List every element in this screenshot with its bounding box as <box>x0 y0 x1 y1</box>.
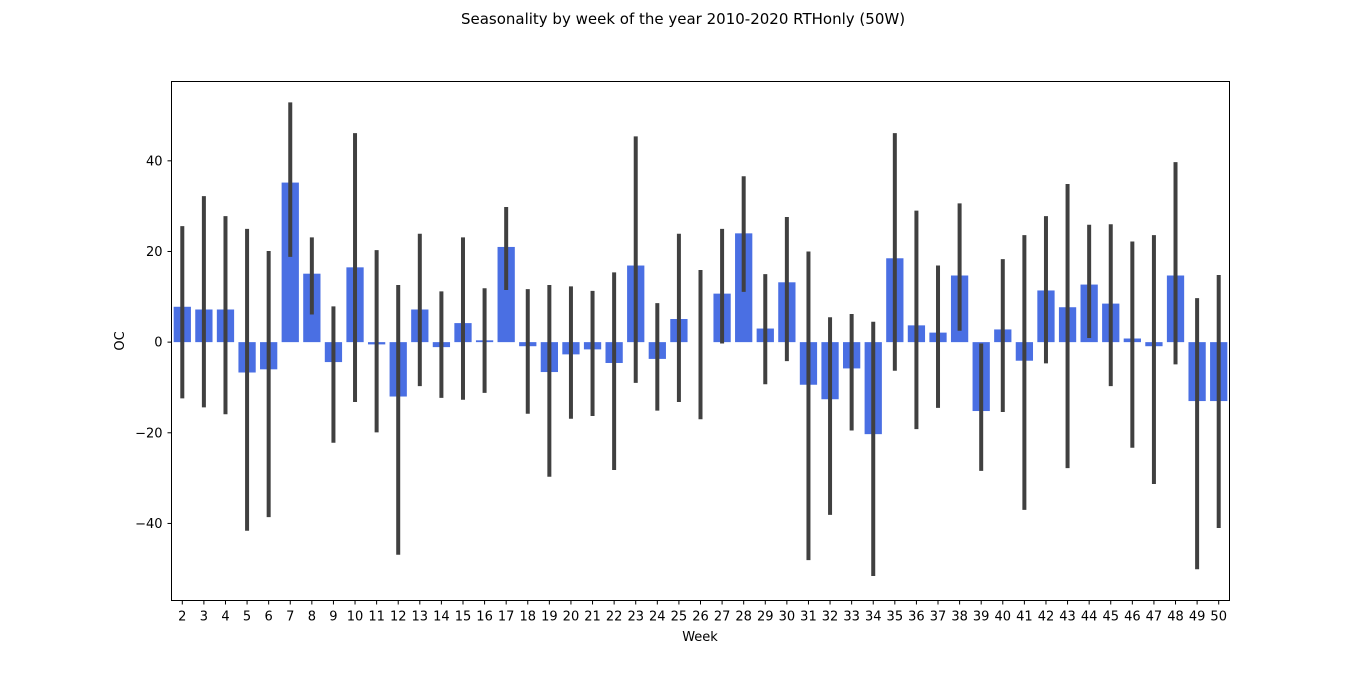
x-tick-label: 47 <box>1146 610 1163 625</box>
x-tick-label: 27 <box>714 610 731 625</box>
x-tick-label: 7 <box>286 610 294 625</box>
x-tick-label: 14 <box>433 610 450 625</box>
x-tick-label: 42 <box>1038 610 1055 625</box>
y-axis: −40 −20 0 20 40 <box>135 154 172 532</box>
x-tick-label: 24 <box>649 610 666 625</box>
x-tick-label: 30 <box>779 610 796 625</box>
x-tick-label: 34 <box>865 610 882 625</box>
x-tick-label: 13 <box>412 610 429 625</box>
y-tick-label: −20 <box>135 426 162 441</box>
x-tick-label: 16 <box>476 610 493 625</box>
x-tick-label: 44 <box>1081 610 1098 625</box>
x-tick-label: 8 <box>308 610 316 625</box>
x-tick-label: 25 <box>671 610 688 625</box>
x-tick-label: 37 <box>930 610 947 625</box>
x-tick-label: 50 <box>1210 610 1227 625</box>
x-tick-label: 43 <box>1059 610 1076 625</box>
x-tick-label: 35 <box>887 610 904 625</box>
bar-week-17 <box>497 246 515 343</box>
x-tick-label: 49 <box>1189 610 1206 625</box>
x-tick-label: 23 <box>627 610 644 625</box>
x-tick-label: 41 <box>1016 610 1033 625</box>
x-tick-label: 40 <box>995 610 1012 625</box>
x-tick-label: 20 <box>563 610 580 625</box>
x-tick-label: 38 <box>951 610 968 625</box>
x-axis: 2 3 4 5 6 7 8 9 10 11 12 13 14 15 16 17 18 19 20 21 22 23 24 25… <box>178 600 1227 625</box>
x-tick-label: 29 <box>757 610 774 625</box>
x-tick-label: 4 <box>221 610 229 625</box>
x-axis-label: Week <box>682 630 718 645</box>
x-tick-label: 48 <box>1167 610 1184 625</box>
x-tick-label: 32 <box>822 610 839 625</box>
x-tick-label: 21 <box>584 610 601 625</box>
y-tick-label: −40 <box>135 517 162 532</box>
x-tick-label: 22 <box>606 610 623 625</box>
x-tick-label: 10 <box>347 610 364 625</box>
x-tick-label: 17 <box>498 610 515 625</box>
x-tick-label: 26 <box>692 610 709 625</box>
x-tick-label: 15 <box>455 610 472 625</box>
y-tick-label: 0 <box>154 336 162 351</box>
x-tick-label: 6 <box>265 610 273 625</box>
x-tick-label: 18 <box>519 610 536 625</box>
x-tick-label: 36 <box>908 610 925 625</box>
errorbars-layer <box>180 102 1221 577</box>
x-tick-label: 19 <box>541 610 558 625</box>
y-tick-label: 40 <box>146 154 163 169</box>
x-tick-label: 31 <box>800 610 817 625</box>
x-tick-label: 28 <box>735 610 752 625</box>
x-tick-label: 39 <box>973 610 990 625</box>
y-tick-label: 20 <box>146 245 163 260</box>
y-axis-label: OC <box>113 331 128 350</box>
x-tick-label: 3 <box>200 610 208 625</box>
x-tick-label: 9 <box>329 610 337 625</box>
x-tick-label: 12 <box>390 610 407 625</box>
x-tick-label: 33 <box>843 610 860 625</box>
x-tick-label: 5 <box>243 610 251 625</box>
bar-week-7 <box>281 182 299 343</box>
x-tick-label: 11 <box>368 610 385 625</box>
chart-title: Seasonality by week of the year 2010-202… <box>461 10 905 28</box>
x-tick-label: 46 <box>1124 610 1141 625</box>
x-tick-label: 45 <box>1102 610 1119 625</box>
x-tick-label: 2 <box>178 610 186 625</box>
